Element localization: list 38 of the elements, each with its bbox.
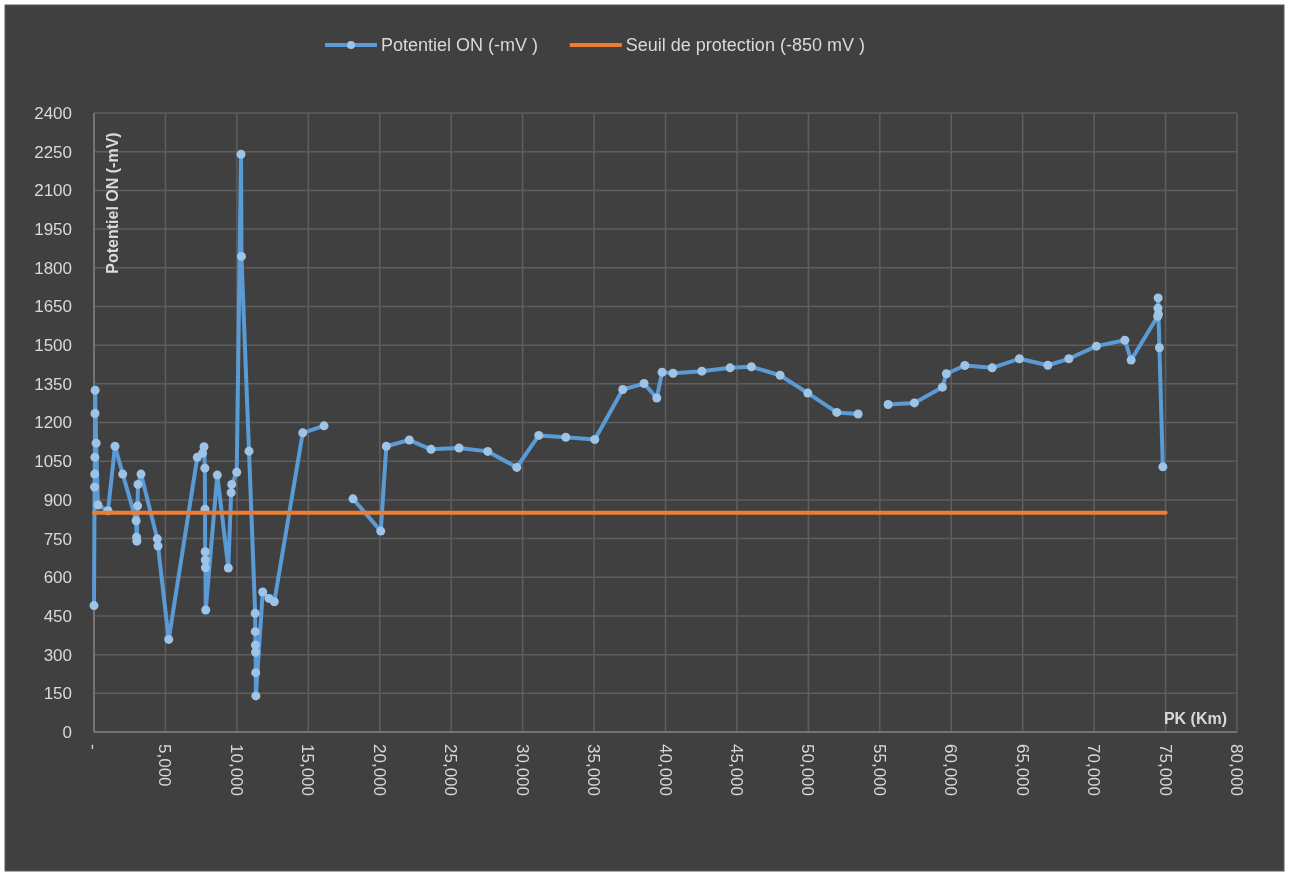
y-tick-label: 450	[43, 606, 72, 626]
x-tick-label: 70,000	[1084, 744, 1104, 796]
x-tick-label: 60,000	[941, 744, 961, 796]
y-tick-label: 1950	[34, 220, 72, 240]
x-tick-label: 55,000	[869, 744, 889, 796]
y-tick-label: 2250	[34, 142, 72, 162]
x-tick-label: 10,000	[226, 744, 246, 796]
x-tick-label: 80,000	[1227, 744, 1247, 796]
y-tick-label: 0	[62, 722, 72, 742]
x-tick-label: 30,000	[512, 744, 532, 796]
x-tick-label: 5,000	[155, 744, 175, 787]
x-tick-label: 65,000	[1012, 744, 1032, 796]
y-tick-label: 1800	[34, 258, 72, 278]
x-tick-label: 40,000	[655, 744, 675, 796]
x-axis-title: PK (Km)	[1163, 710, 1227, 727]
y-tick-label: 1500	[34, 336, 72, 356]
y-axis-title: Potentiel ON (-mV)	[104, 132, 121, 274]
y-tick-label: 750	[43, 529, 72, 549]
y-tick-label: 1350	[34, 374, 72, 394]
x-tick-label: 50,000	[798, 744, 818, 796]
y-tick-label: 1650	[34, 297, 72, 317]
y-tick-label: 2100	[34, 181, 72, 201]
x-tick-label: -	[84, 744, 104, 750]
y-tick-label: 150	[43, 684, 72, 704]
x-tick-label: 75,000	[1155, 744, 1175, 796]
x-tick-label: 45,000	[726, 744, 746, 796]
y-tick-label: 1200	[34, 413, 72, 433]
x-tick-label: 25,000	[441, 744, 461, 796]
legend-label: Potentiel ON (-mV )	[381, 35, 539, 56]
x-tick-label: 20,000	[369, 744, 389, 796]
y-tick-label: 2400	[34, 103, 72, 123]
x-tick-label: 35,000	[584, 744, 604, 796]
legend-label: Seuil de protection (-850 mV )	[625, 35, 865, 56]
x-tick-label: 15,000	[298, 744, 318, 796]
y-tick-label: 600	[43, 568, 72, 588]
y-tick-label: 900	[43, 490, 72, 510]
y-tick-label: 300	[43, 645, 72, 665]
y-tick-label: 1050	[34, 452, 72, 472]
